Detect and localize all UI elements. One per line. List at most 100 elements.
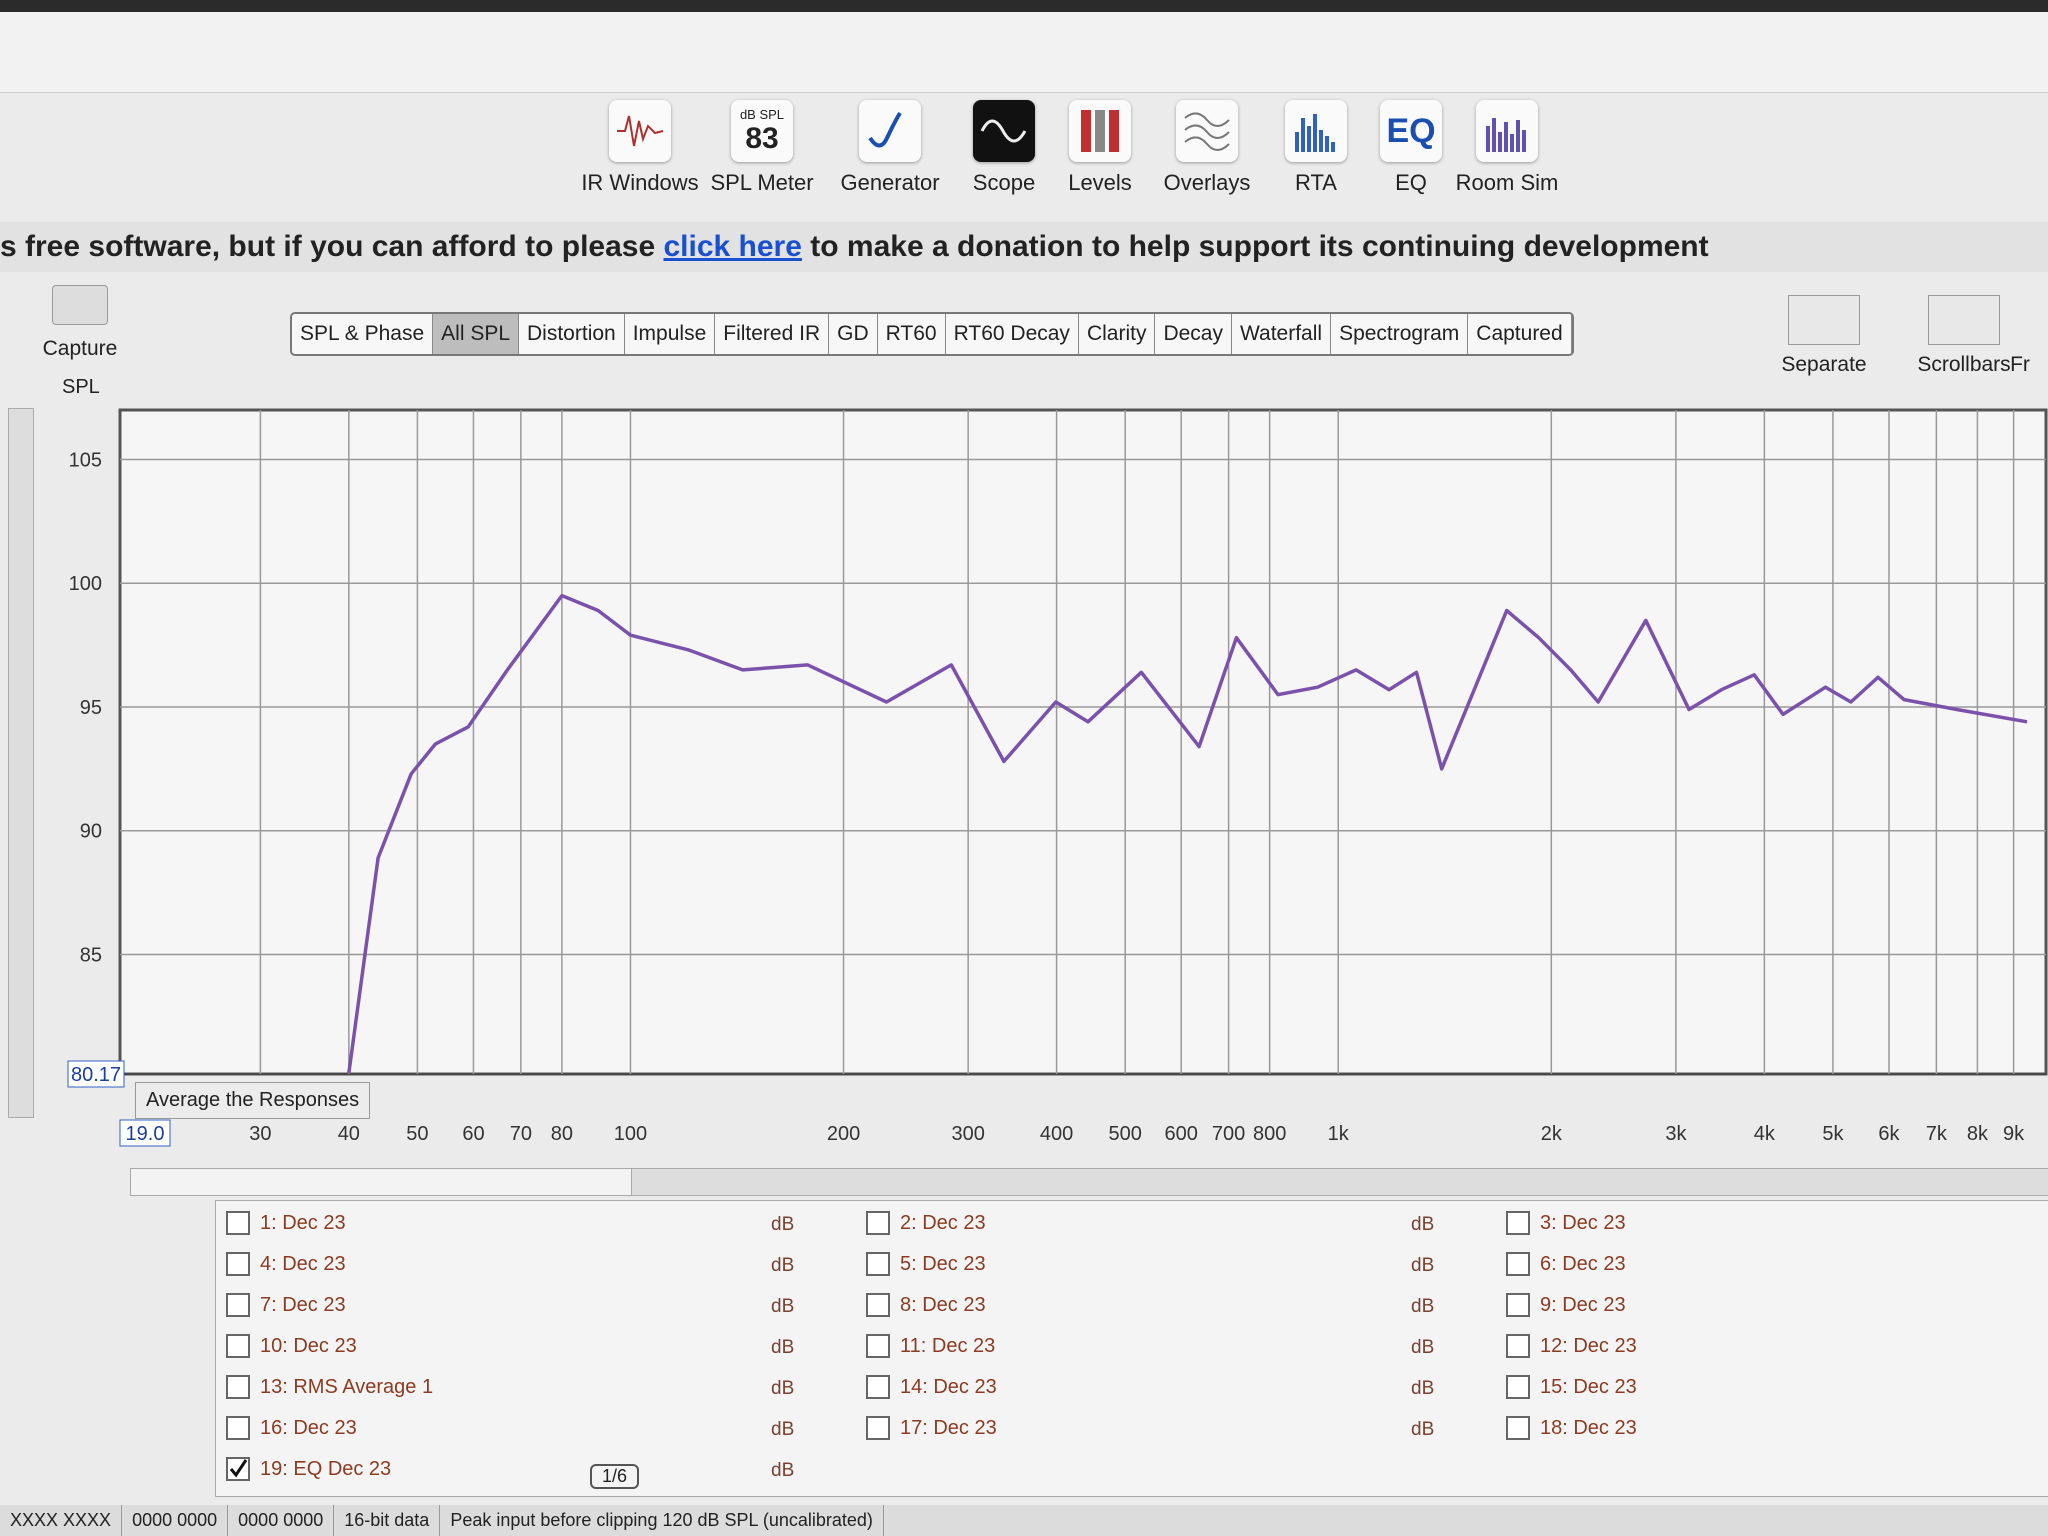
x-tick-label: 5k [1822,1123,1844,1145]
tool-label: Levels [1068,170,1132,195]
measurement-name: 15: Dec 23 [1540,1375,1637,1398]
measurement-item[interactable]: 18: Dec 23 [1506,1416,1637,1440]
eq-button[interactable]: EQ EQ [1346,100,1476,196]
scrollbars-button[interactable]: Scrollbars [1894,295,2034,377]
checkbox[interactable] [866,1293,890,1317]
checkbox[interactable] [866,1252,890,1276]
y-tick-label: 85 [80,944,102,966]
checkbox[interactable] [226,1252,250,1276]
checkbox[interactable] [866,1416,890,1440]
tab[interactable]: Spectrogram [1331,314,1469,354]
tab[interactable]: SPL & Phase [292,314,434,354]
checkbox[interactable] [226,1334,250,1358]
measurement-item[interactable]: 13: RMS Average 1 [226,1375,433,1399]
measurement-item[interactable]: 10: Dec 23 [226,1334,357,1358]
measurement-name: 18: Dec 23 [1540,1416,1637,1439]
measurement-name: 9: Dec 23 [1540,1293,1626,1316]
measurement-unit: dB [771,1255,795,1276]
tool-label: EQ [1395,170,1427,195]
checkbox[interactable] [226,1375,250,1399]
measurement-name: 5: Dec 23 [900,1252,986,1275]
tab[interactable]: Clarity [1079,314,1156,354]
status-field: 0000 0000 [122,1505,229,1536]
status-field: XXXX XXXX [0,1505,123,1536]
measurement-unit: dB [1411,1296,1435,1317]
spl-meter-button[interactable]: dB SPL 83 SPL Meter [697,100,827,196]
tab[interactable]: GD [829,314,878,354]
checkbox[interactable] [866,1375,890,1399]
status-field: Peak input before clipping 120 dB SPL (u… [440,1505,884,1536]
measurement-item[interactable]: 6: Dec 23 [1506,1252,1626,1276]
tab[interactable]: Waterfall [1232,314,1332,354]
measurement-name: 6: Dec 23 [1540,1252,1626,1275]
horizontal-scrollbar[interactable] [130,1168,2048,1196]
fr-button[interactable]: Fr [1990,295,2048,377]
x-tick-label: 300 [951,1123,984,1145]
tab[interactable]: Impulse [625,314,716,354]
ir-windows-button[interactable]: IR Windows [575,100,705,196]
checkbox[interactable] [226,1293,250,1317]
overlays-button[interactable]: Overlays [1142,100,1272,196]
measurement-unit: dB [771,1378,795,1399]
checkbox[interactable] [1506,1334,1530,1358]
checkbox-box [866,1375,890,1399]
checkbox-box [866,1416,890,1440]
donate-link[interactable]: click here [663,230,802,263]
tab[interactable]: Decay [1155,314,1232,354]
tab[interactable]: RT60 Decay [946,314,1079,354]
measurement-item[interactable]: 19: EQ Dec 23 [226,1457,391,1481]
x-tick-label: 2k [1541,1123,1563,1145]
capture-button[interactable]: Capture [30,285,130,361]
rta-button[interactable]: RTA [1251,100,1381,196]
x-tick-label: 800 [1253,1123,1286,1145]
measurement-item[interactable]: 9: Dec 23 [1506,1293,1626,1317]
measurement-item[interactable]: 17: Dec 23 [866,1416,997,1440]
measurement-unit: dB [1411,1337,1435,1358]
measurement-item[interactable]: 2: Dec 23 [866,1211,986,1235]
room-sim-button[interactable]: Room Sim [1442,100,1572,196]
measurement-item[interactable]: 5: Dec 23 [866,1252,986,1276]
smoothing-control[interactable]: 1/6 [590,1464,640,1489]
tab[interactable]: RT60 [878,314,946,354]
measurement-item[interactable]: 3: Dec 23 [1506,1211,1626,1235]
measurement-name: 16: Dec 23 [260,1416,357,1439]
checkbox[interactable] [226,1416,250,1440]
measurement-item[interactable]: 11: Dec 23 [866,1334,995,1358]
checkbox-box [866,1334,890,1358]
checkbox[interactable] [226,1211,250,1235]
checkbox[interactable] [1506,1252,1530,1276]
checkbox[interactable] [1506,1293,1530,1317]
measurement-item[interactable]: 12: Dec 23 [1506,1334,1637,1358]
tab[interactable]: Captured [1468,314,1572,354]
checkbox[interactable] [226,1457,250,1481]
measurement-item[interactable]: 8: Dec 23 [866,1293,986,1317]
status-field: 0000 0000 [228,1505,335,1536]
tool-label: Fr [2010,353,2030,376]
separate-button[interactable]: Separate [1754,295,1894,377]
measurement-item[interactable]: 7: Dec 23 [226,1293,346,1317]
response-curve [347,593,2028,1074]
measurement-item[interactable]: 15: Dec 23 [1506,1375,1637,1399]
measurement-item[interactable]: 4: Dec 23 [226,1252,346,1276]
x-tick-label: 1k [1328,1123,1350,1145]
checkbox[interactable] [1506,1375,1530,1399]
checkbox[interactable] [866,1334,890,1358]
measurement-item[interactable]: 14: Dec 23 [866,1375,997,1399]
y-tick-label: 95 [80,697,102,719]
x-tick-label: 30 [249,1123,271,1145]
checkbox[interactable] [866,1211,890,1235]
tab[interactable]: Distortion [519,314,625,354]
average-button[interactable]: Average the Responses [135,1082,371,1119]
scope-button[interactable]: Scope [939,100,1069,196]
measurement-item[interactable]: 1: Dec 23 [226,1211,346,1235]
tab[interactable]: Filtered IR [715,314,830,354]
levels-button[interactable]: Levels [1035,100,1165,196]
generator-button[interactable]: Generator [825,100,955,196]
tab[interactable]: All SPL [433,314,520,354]
vertical-scrollbar[interactable] [8,408,34,1118]
x-tick-label: 400 [1040,1123,1073,1145]
checkbox[interactable] [1506,1416,1530,1440]
checkbox[interactable] [1506,1211,1530,1235]
measurement-unit: dB [1411,1214,1435,1235]
measurement-item[interactable]: 16: Dec 23 [226,1416,357,1440]
